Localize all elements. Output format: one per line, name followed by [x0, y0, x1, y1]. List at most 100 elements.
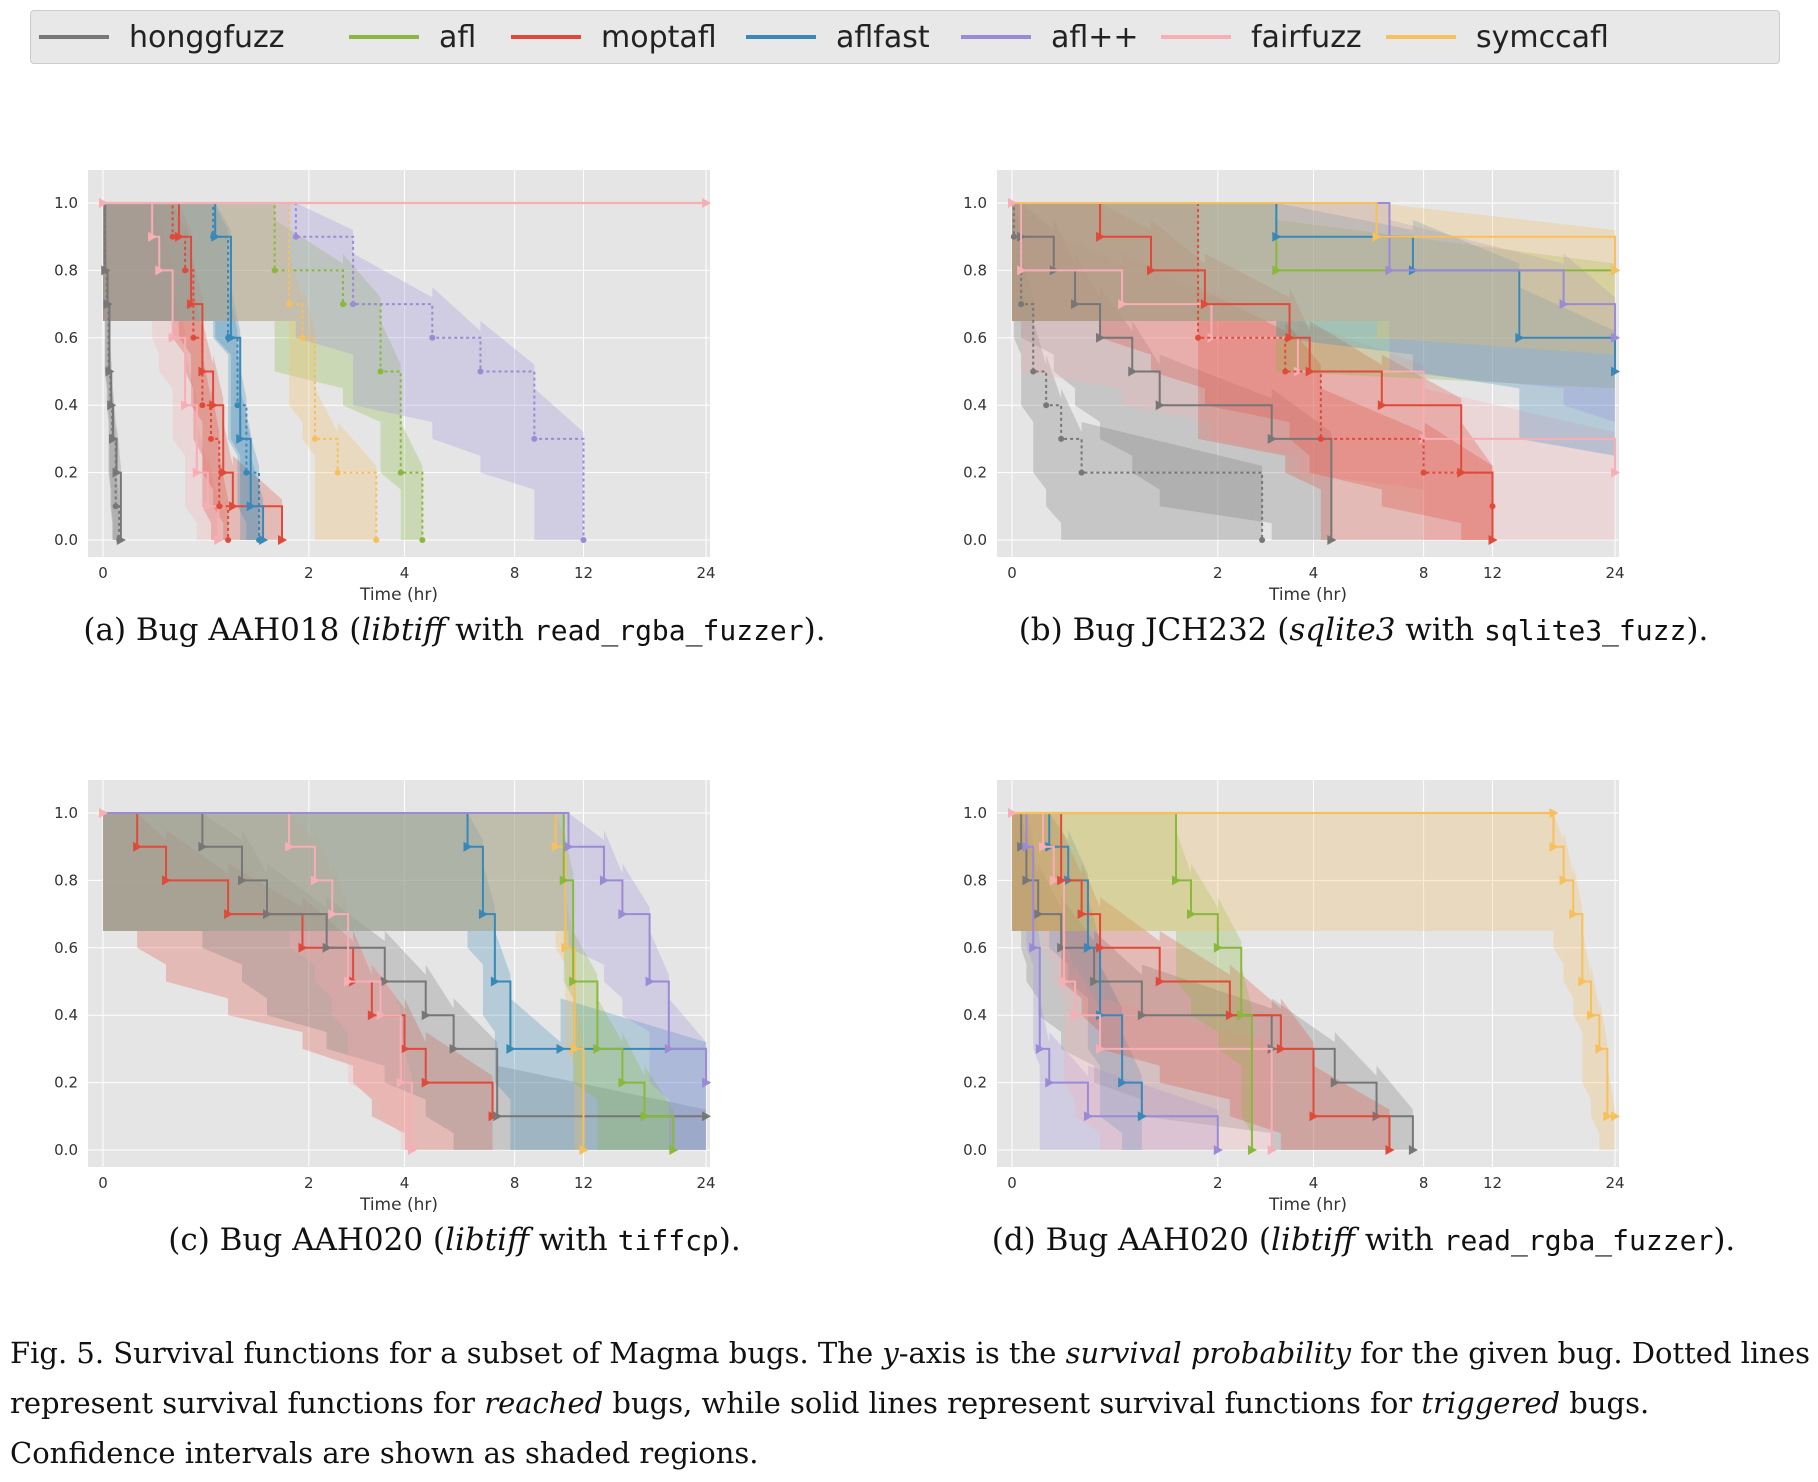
y-tick-label: 0.0: [963, 531, 987, 549]
data-point: [209, 400, 219, 411]
data-point: [174, 231, 184, 242]
data-point: [1603, 1111, 1613, 1122]
confidence-band: [103, 813, 493, 1150]
series-fairfuzz-censored: [103, 198, 711, 208]
x-axis-label: Time (hr): [359, 585, 438, 605]
x-tick-label: 4: [400, 1174, 410, 1192]
y-tick-label: 0.6: [963, 329, 987, 347]
data-point: [1186, 909, 1196, 920]
x-tick-label: 2: [304, 1174, 314, 1192]
data-point: [271, 267, 278, 274]
data-point: [396, 1077, 406, 1088]
confidence-band: [1012, 813, 1218, 1150]
legend-item-fairfuzz: fairfuzz: [1161, 11, 1362, 63]
data-point: [243, 469, 250, 476]
data-point: [1293, 366, 1303, 377]
caption-b: (b) Bug JCH232 (sqlite3 with sqlite3_fuz…: [1018, 612, 1709, 648]
x-tick-label: 4: [400, 564, 410, 582]
data-point: [1309, 1111, 1319, 1122]
data-point: [1327, 535, 1337, 545]
x-tick-label: 0: [1007, 1174, 1017, 1192]
confidence-band: [103, 203, 264, 540]
data-point: [1408, 1145, 1418, 1155]
data-point: [570, 1043, 580, 1054]
y-tick-label: 0.4: [963, 396, 987, 414]
data-point: [1034, 909, 1044, 920]
data-point: [1010, 233, 1017, 240]
y-tick-label: 0.0: [54, 1141, 78, 1159]
legend-item-aflfast: aflfast: [746, 11, 930, 63]
data-point: [1118, 1077, 1128, 1088]
data-point: [214, 535, 224, 545]
caption-a: (a) Bug AAH018 (libtiff with read_rgba_f…: [83, 612, 826, 648]
data-point: [1155, 976, 1165, 987]
data-point: [1611, 366, 1620, 377]
data-point: [1578, 976, 1588, 987]
x-tick-label: 0: [98, 1174, 108, 1192]
data-point: [203, 501, 213, 512]
data-point: [702, 1077, 711, 1088]
y-tick-label: 0.0: [963, 1141, 987, 1159]
chart-panel-b: 0.0 0.2 0.4 0.6 0.8 1.0 0 2 4 8 12 24 Time (hr) (b) …: [909, 80, 1818, 650]
series-symccafl-censored: [1012, 808, 1559, 818]
data-point: [506, 1043, 516, 1054]
data-point: [1030, 368, 1037, 375]
data-point: [564, 841, 574, 852]
series-line: [103, 202, 378, 540]
data-point: [376, 1010, 386, 1021]
data-point: [1457, 467, 1467, 478]
confidence-band: [1012, 813, 1272, 1150]
data-point: [463, 841, 473, 852]
x-tick-label: 8: [510, 1174, 520, 1192]
confidence-band: [103, 203, 377, 540]
data-point: [478, 909, 488, 920]
data-point: [1267, 1145, 1277, 1155]
legend-swatch: [511, 35, 581, 39]
data-point: [1213, 942, 1223, 953]
data-point: [531, 435, 538, 442]
x-tick-label: 2: [304, 564, 314, 582]
series-line: [103, 812, 707, 1083]
data-point: [1057, 942, 1067, 953]
data-point: [1058, 435, 1065, 442]
data-point: [1039, 841, 1049, 852]
data-point: [1207, 332, 1217, 343]
x-tick-label: 24: [696, 1174, 715, 1192]
data-point: [1045, 1077, 1055, 1088]
data-point: [377, 368, 384, 375]
data-point: [702, 1111, 711, 1122]
data-point: [162, 875, 172, 886]
data-point: [1611, 467, 1620, 478]
x-tick-label: 8: [510, 564, 520, 582]
data-point: [488, 1111, 498, 1122]
y-tick-label: 0.6: [54, 329, 78, 347]
confidence-band: [1012, 813, 1615, 1150]
data-point: [1595, 1043, 1605, 1054]
data-point: [286, 301, 293, 308]
series-afl-triggered: [1012, 812, 1257, 1155]
data-point: [1071, 1010, 1081, 1021]
data-point: [168, 332, 178, 343]
data-point: [1559, 875, 1569, 886]
data-point: [1049, 875, 1059, 886]
series-aflplusplus-triggered: [1012, 202, 1620, 343]
legend-label: symccafl: [1476, 19, 1609, 55]
legend-swatch: [961, 35, 1031, 39]
data-point: [103, 299, 113, 310]
confidence-band: [103, 813, 706, 1150]
series-aflplusplus-triggered: [103, 812, 711, 1088]
confidence-band: [103, 813, 706, 1150]
data-point: [599, 875, 609, 886]
data-point: [226, 332, 236, 343]
series-honggfuzz-triggered: [101, 202, 126, 545]
data-point: [1071, 299, 1081, 310]
confidence-band: [1012, 813, 1142, 1150]
data-point: [1317, 435, 1324, 442]
data-point: [1247, 1145, 1257, 1155]
data-point: [1285, 332, 1295, 343]
data-point: [208, 435, 215, 442]
data-point: [1549, 841, 1559, 852]
plot-area: [88, 170, 710, 557]
data-point: [1090, 976, 1100, 987]
